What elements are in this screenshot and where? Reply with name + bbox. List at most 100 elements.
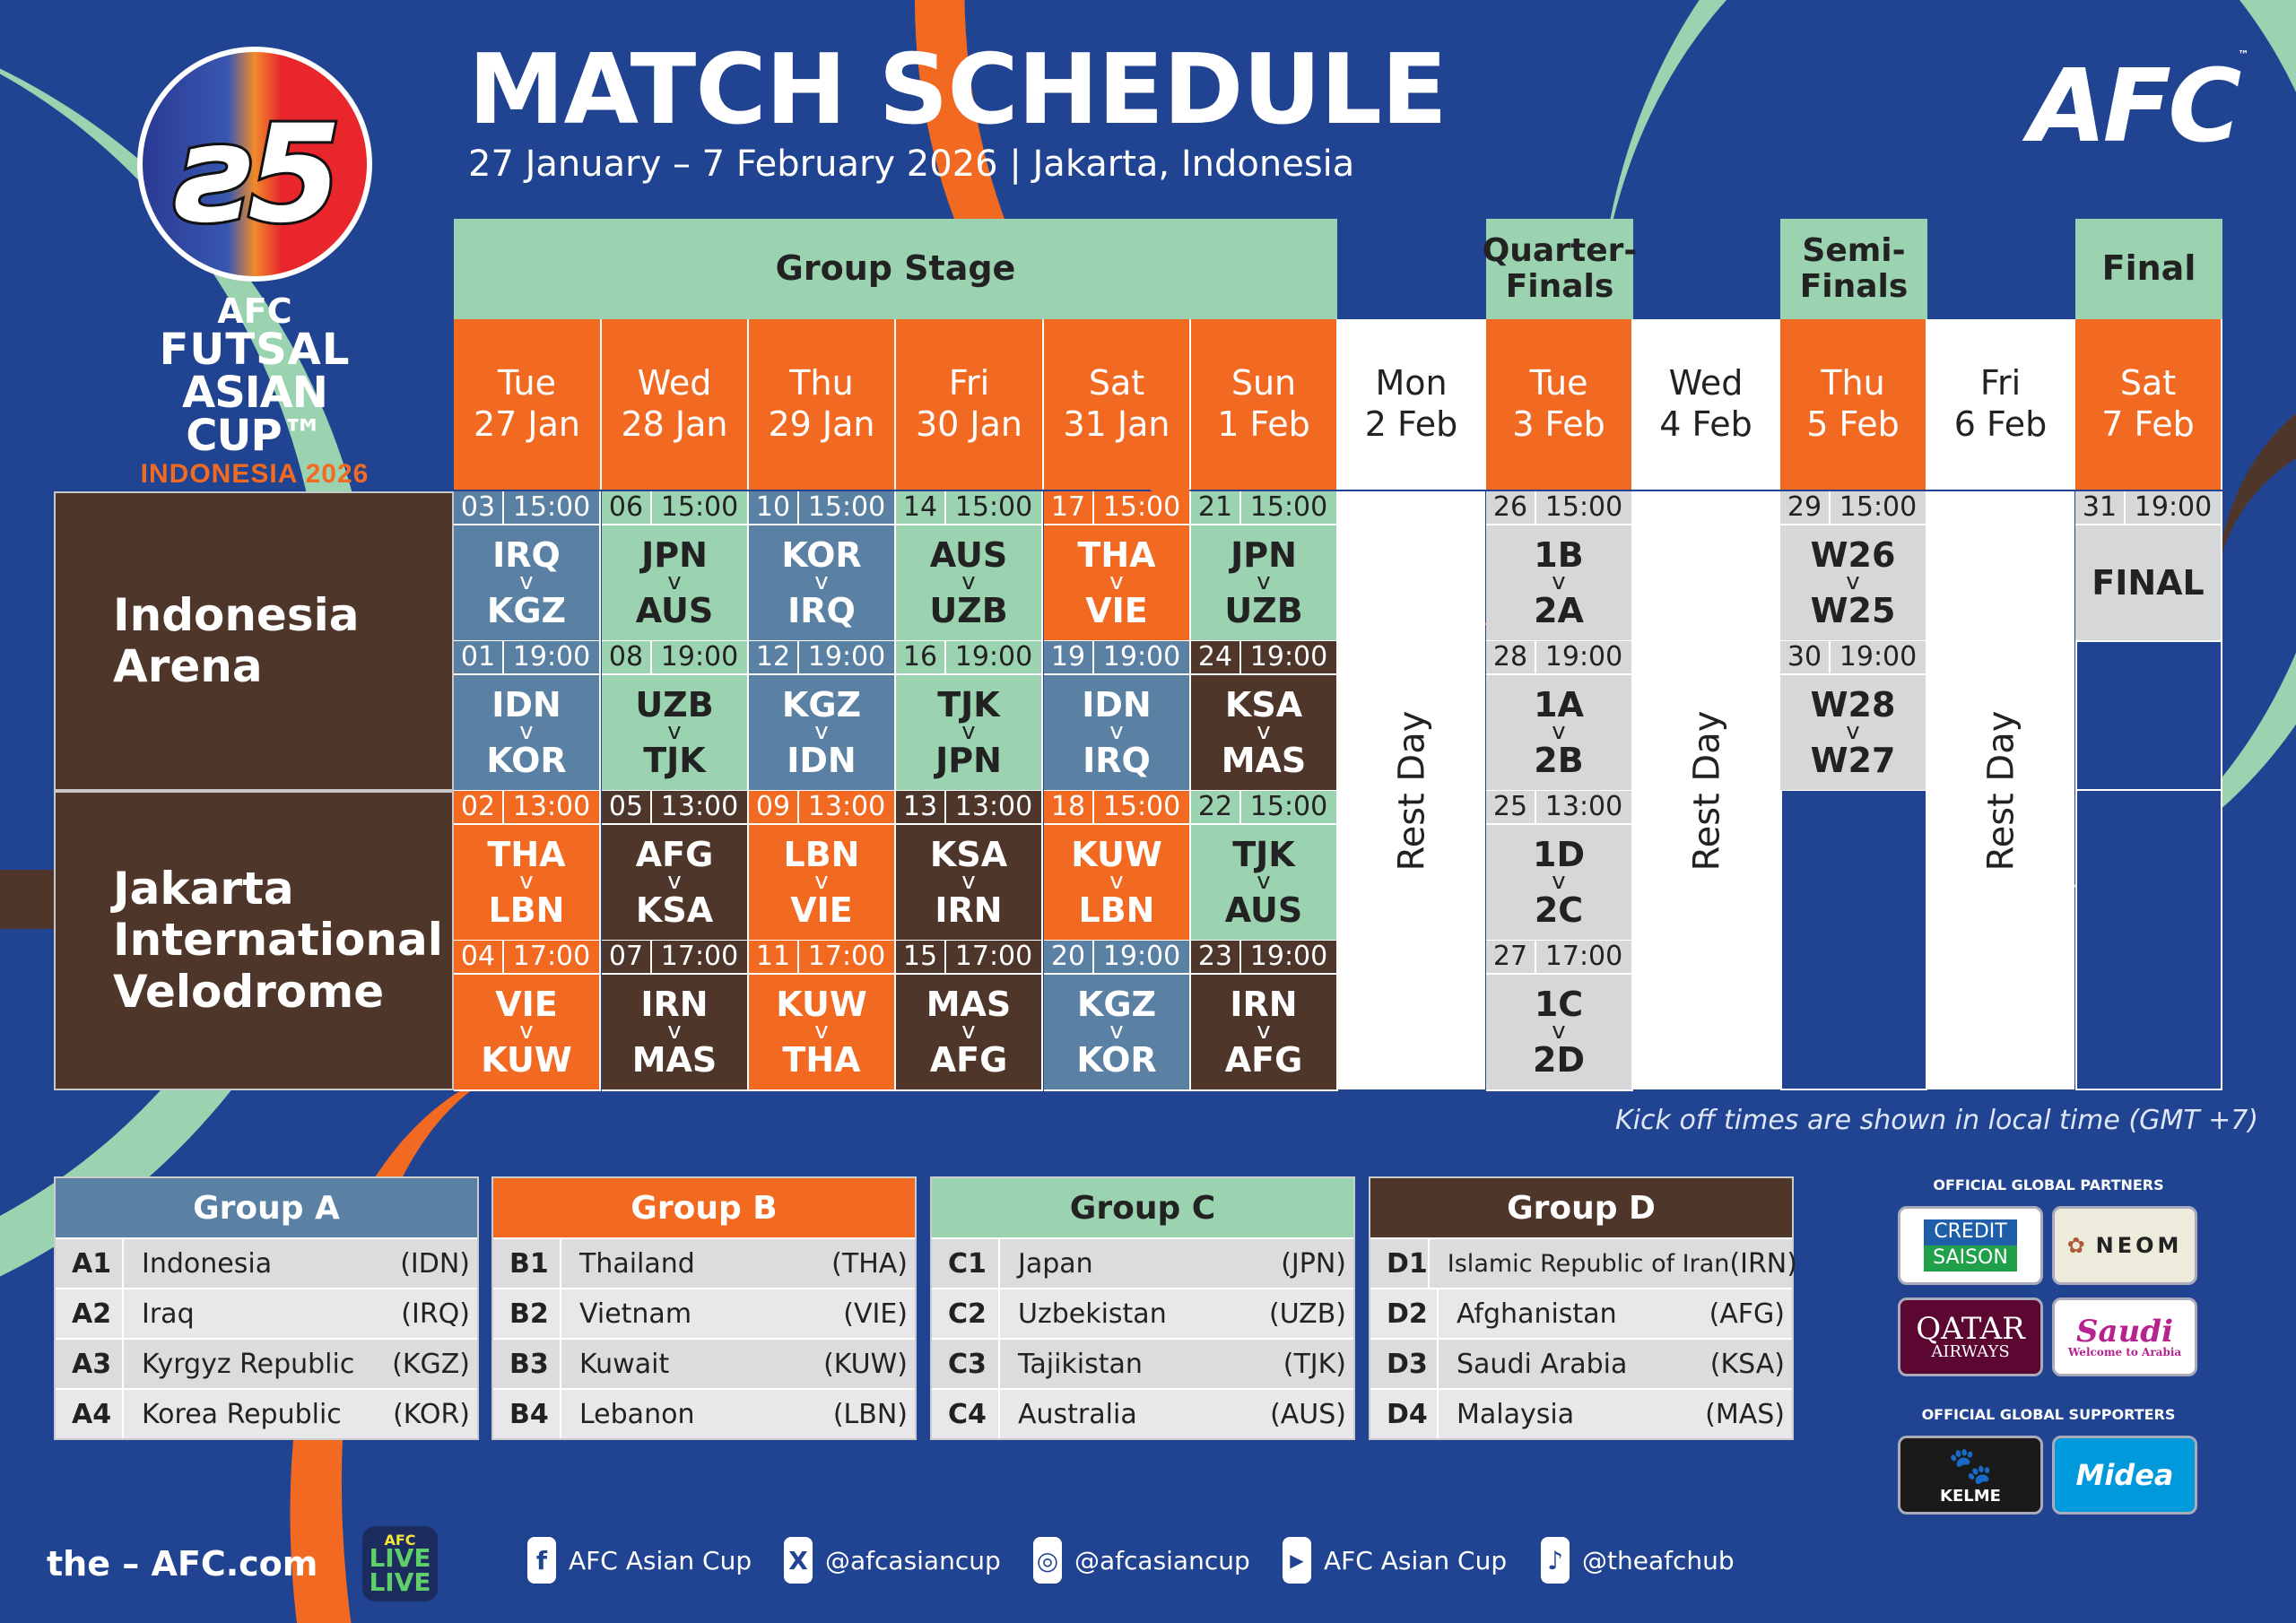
website-link[interactable]: the – AFC.com — [47, 1544, 318, 1584]
match-slot[interactable]: 28 19:00 1A v 2B — [1486, 641, 1633, 792]
team-row: D1 Islamic Republic of Iran (IRN) — [1370, 1237, 1797, 1288]
match-slot[interactable]: 22 15:00 TJK v AUS — [1191, 791, 1338, 942]
team-seed: A2 — [56, 1289, 124, 1338]
sponsor-neom[interactable]: ✿ NEOM — [2052, 1206, 2197, 1285]
group-title: Group D — [1370, 1178, 1792, 1237]
x-icon: X — [784, 1537, 813, 1584]
sponsor-credit-saison[interactable]: CREDIT SAISON — [1898, 1206, 2043, 1285]
away-team: AFG — [1224, 1039, 1303, 1080]
team-abbr: (TJK) — [1283, 1348, 1346, 1380]
social-instagram[interactable]: ◎ @afcasiancup — [1033, 1537, 1250, 1584]
midea-label: Midea — [2075, 1458, 2174, 1492]
day-of-week: Thu — [1821, 363, 1885, 404]
match-slot[interactable]: 16 19:00 TJK v JPN — [896, 641, 1043, 792]
team-seed: C4 — [932, 1390, 1000, 1438]
credit-saison-line2: SAISON — [1924, 1245, 2017, 1271]
match-slot[interactable]: 26 15:00 1B v 2A — [1486, 491, 1633, 642]
match-slot[interactable]: 13 13:00 KSA v IRN — [896, 791, 1043, 942]
kickoff-time: 15:00 — [954, 491, 1033, 523]
social-x[interactable]: X @afcasiancup — [784, 1537, 1001, 1584]
afc-live-app-icon[interactable]: AFC LIVE LIVE — [362, 1526, 438, 1601]
match-number: 22 — [1191, 791, 1241, 823]
home-team: UZB — [635, 685, 714, 725]
match-slot[interactable]: 29 15:00 W26 v W25 — [1780, 491, 1927, 642]
team-row: B4 Lebanon (LBN) — [493, 1388, 915, 1438]
home-team: KSA — [929, 835, 1008, 875]
social-facebook[interactable]: f AFC Asian Cup — [527, 1537, 752, 1584]
team-abbr: (AUS) — [1270, 1398, 1346, 1430]
day-header: Fri 6 Feb — [1927, 319, 2075, 490]
match-slot[interactable]: 08 19:00 UZB v TJK — [602, 641, 749, 792]
match-slot[interactable]: 12 19:00 KGZ v IDN — [749, 641, 896, 792]
match-slot[interactable]: 07 17:00 IRN v MAS — [602, 941, 749, 1091]
match-slot[interactable]: 05 13:00 AFG v KSA — [602, 791, 749, 942]
match-slot[interactable]: 09 13:00 LBN v VIE — [749, 791, 896, 942]
sponsor-visit-saudi[interactable]: Saudi Welcome to Arabia — [2052, 1298, 2197, 1376]
day-date: 1 Feb — [1217, 404, 1310, 444]
saudi-line2: Welcome to Arabia — [2067, 1346, 2182, 1358]
sponsor-kelme[interactable]: 🐾 KELME — [1898, 1436, 2043, 1515]
futsal-ball-emblem: ƨ5 — [137, 47, 372, 282]
partners-heading: OFFICIAL GLOBAL PARTNERS — [1933, 1176, 2164, 1193]
versus-label: v — [519, 568, 534, 596]
away-team: UZB — [1224, 590, 1303, 630]
team-abbr: (IRN) — [1729, 1247, 1797, 1280]
match-slot[interactable]: 10 15:00 KOR v IRQ — [749, 491, 896, 642]
match-number: 19 — [1044, 641, 1094, 673]
match-slot[interactable]: 04 17:00 VIE v KUW — [454, 941, 601, 1091]
stage-quarter-finals: Quarter- Finals — [1483, 219, 1637, 319]
match-slot[interactable]: 19 19:00 IDN v IRQ — [1044, 641, 1191, 792]
versus-label: v — [1257, 868, 1271, 896]
match-slot[interactable]: 20 19:00 KGZ v KOR — [1044, 941, 1191, 1091]
sponsor-midea[interactable]: Midea — [2052, 1436, 2197, 1515]
sponsor-qatar-airways[interactable]: QATAR AIRWAYS — [1898, 1298, 2043, 1376]
match-slot[interactable]: 23 19:00 IRN v AFG — [1191, 941, 1338, 1091]
away-team: 2C — [1534, 890, 1584, 930]
home-team: 1D — [1533, 835, 1585, 875]
empty-cell — [2075, 791, 2222, 1090]
rest-day-label: Rest Day — [1686, 710, 1728, 871]
match-slot[interactable]: 21 15:00 JPN v UZB — [1191, 491, 1338, 642]
social-label: AFC Asian Cup — [1324, 1545, 1508, 1575]
team-name: Japan — [1018, 1247, 1093, 1280]
match-number: 29 — [1780, 491, 1831, 524]
home-team: KOR — [781, 535, 862, 576]
match-slot[interactable]: 11 17:00 KUW v THA — [749, 941, 896, 1091]
kickoff-time: 15:00 — [807, 491, 886, 523]
match-slot[interactable]: 14 15:00 AUS v UZB — [896, 491, 1043, 642]
match-slot[interactable]: 25 13:00 1D v 2C — [1486, 791, 1633, 942]
home-team: W28 — [1810, 685, 1896, 725]
team-name: Korea Republic — [142, 1398, 342, 1430]
versus-label: v — [1109, 718, 1124, 746]
home-team: KSA — [1224, 685, 1303, 725]
match-slot[interactable]: 27 17:00 1C v 2D — [1486, 941, 1633, 1091]
day-date: 5 Feb — [1806, 404, 1900, 444]
match-slot[interactable]: 30 19:00 W28 v W27 — [1780, 641, 1927, 792]
match-slot[interactable]: 02 13:00 THA v LBN — [454, 791, 601, 942]
kickoff-time: 19:00 — [1102, 641, 1181, 673]
social-youtube[interactable]: ▶ AFC Asian Cup — [1283, 1537, 1507, 1584]
day-of-week: Thu — [789, 363, 854, 404]
team-abbr: (IDN) — [400, 1247, 470, 1280]
match-slot[interactable]: 01 19:00 IDN v KOR — [454, 641, 601, 792]
versus-label: v — [1109, 1018, 1124, 1046]
away-team: LBN — [1078, 890, 1155, 930]
versus-label: v — [961, 1018, 976, 1046]
team-seed: D3 — [1370, 1340, 1439, 1388]
team-seed: B3 — [493, 1340, 561, 1388]
neom-label: NEOM — [2095, 1233, 2183, 1258]
match-slot[interactable]: 24 19:00 KSA v MAS — [1191, 641, 1338, 792]
match-slot[interactable]: 18 15:00 KUW v LBN — [1044, 791, 1191, 942]
versus-label: v — [667, 868, 682, 896]
home-team: KUW — [1071, 835, 1162, 875]
match-slot-final[interactable]: 31 19:00 FINAL — [2075, 491, 2222, 642]
match-slot[interactable]: 06 15:00 JPN v AUS — [602, 491, 749, 642]
match-number: 30 — [1780, 641, 1831, 673]
match-slot[interactable]: 17 15:00 THA v VIE — [1044, 491, 1191, 642]
match-slot[interactable]: 15 17:00 MAS v AFG — [896, 941, 1043, 1091]
away-team: W27 — [1810, 740, 1896, 780]
home-team: IRN — [1230, 985, 1298, 1025]
match-slot[interactable]: 03 15:00 IRQ v KGZ — [454, 491, 601, 642]
social-tiktok[interactable]: ♪ @theafchub — [1541, 1537, 1735, 1584]
day-of-week: Fri — [948, 363, 990, 404]
